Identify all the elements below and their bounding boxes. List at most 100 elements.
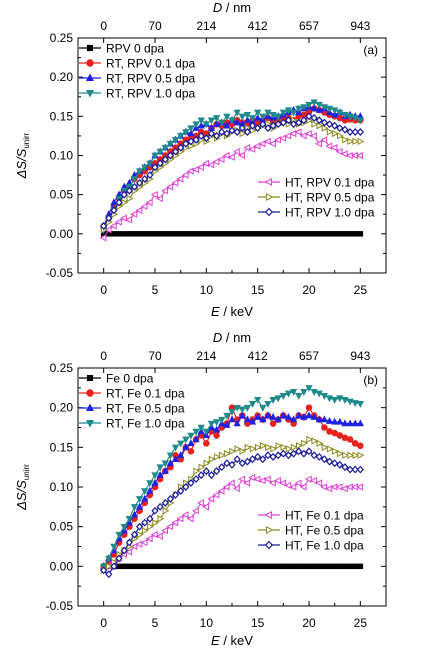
data-point <box>294 128 302 136</box>
data-point <box>310 113 318 122</box>
data-point <box>217 155 225 164</box>
data-point <box>110 198 118 206</box>
data-point <box>260 442 267 450</box>
data-point <box>335 147 343 156</box>
data-point <box>208 231 215 237</box>
data-point <box>315 415 323 423</box>
data-point <box>311 120 319 128</box>
top-tick-label: 657 <box>299 349 319 363</box>
data-point <box>141 518 149 527</box>
data-point <box>152 519 160 527</box>
data-point <box>305 385 313 392</box>
data-point <box>130 182 139 191</box>
data-point <box>315 479 323 487</box>
data-point <box>299 483 307 491</box>
top-axis-var: D <box>213 330 222 345</box>
data-point <box>197 471 205 480</box>
data-point <box>284 390 293 398</box>
data-point <box>352 137 360 146</box>
data-point <box>264 400 272 408</box>
data-point <box>336 460 344 469</box>
data-point <box>232 484 240 493</box>
data-point <box>320 136 328 144</box>
data-point <box>208 563 215 570</box>
data-point <box>244 563 251 570</box>
x-axis-unit: / keV <box>220 633 254 648</box>
data-point <box>218 231 225 237</box>
legend-marker <box>265 192 274 202</box>
data-point <box>269 112 277 119</box>
data-point <box>141 488 149 496</box>
data-point <box>351 400 359 408</box>
data-point <box>157 515 165 523</box>
data-point <box>155 194 163 203</box>
legend-marker <box>85 419 95 428</box>
data-point <box>187 129 195 137</box>
data-point <box>285 231 292 237</box>
data-point <box>238 124 246 133</box>
data-point <box>207 161 215 169</box>
data-point <box>120 546 128 555</box>
data-point <box>254 563 261 570</box>
data-point <box>310 104 318 112</box>
data-point <box>254 124 262 133</box>
data-point <box>146 514 154 523</box>
x-tick-label: 25 <box>354 616 368 630</box>
data-point <box>357 451 365 459</box>
x-axis-title: E / keV <box>211 633 253 648</box>
y-axis-title: ΔS/Sunirr <box>14 132 31 179</box>
data-point <box>290 443 298 451</box>
data-point <box>263 475 271 483</box>
data-point <box>157 231 163 237</box>
legend-marker <box>264 207 274 217</box>
legend-marker <box>265 525 274 535</box>
data-point <box>229 231 235 237</box>
data-point <box>166 452 175 460</box>
data-point <box>177 451 185 459</box>
data-point <box>141 231 148 237</box>
data-point <box>320 118 329 127</box>
data-point <box>320 104 329 112</box>
data-point <box>305 411 313 419</box>
data-point <box>176 175 184 183</box>
data-point <box>342 451 350 459</box>
data-point <box>130 210 138 218</box>
data-point <box>243 457 252 466</box>
data-point <box>337 563 343 570</box>
data-point <box>145 198 153 207</box>
data-point <box>223 129 231 138</box>
x-tick-label: 0 <box>100 283 107 297</box>
data-point <box>145 534 153 543</box>
data-point <box>337 231 343 237</box>
data-point <box>320 483 328 491</box>
data-point <box>284 481 292 490</box>
data-point <box>136 231 143 237</box>
data-point <box>233 455 241 464</box>
data-point <box>150 530 158 539</box>
data-point <box>207 420 216 428</box>
data-point <box>110 206 118 215</box>
data-point <box>341 463 349 472</box>
y-tick-label: 0.25 <box>50 31 74 45</box>
top-tick-label: 214 <box>196 19 216 33</box>
data-point <box>270 231 276 237</box>
data-point <box>243 144 251 152</box>
data-point <box>304 475 312 483</box>
data-point <box>167 563 174 570</box>
data-point <box>279 411 287 419</box>
data-point <box>243 128 252 136</box>
data-point <box>161 155 169 164</box>
data-point <box>187 125 195 133</box>
data-point <box>310 389 318 396</box>
data-point <box>331 459 339 468</box>
data-point <box>264 451 272 460</box>
data-point <box>243 116 252 123</box>
data-point <box>193 231 199 237</box>
data-point <box>203 459 211 467</box>
data-point <box>331 563 338 570</box>
y-tick-label: -0.05 <box>46 599 74 613</box>
data-point <box>223 459 231 468</box>
y-tick-label: -0.05 <box>46 266 74 280</box>
data-point <box>259 404 267 412</box>
data-point <box>280 443 288 451</box>
